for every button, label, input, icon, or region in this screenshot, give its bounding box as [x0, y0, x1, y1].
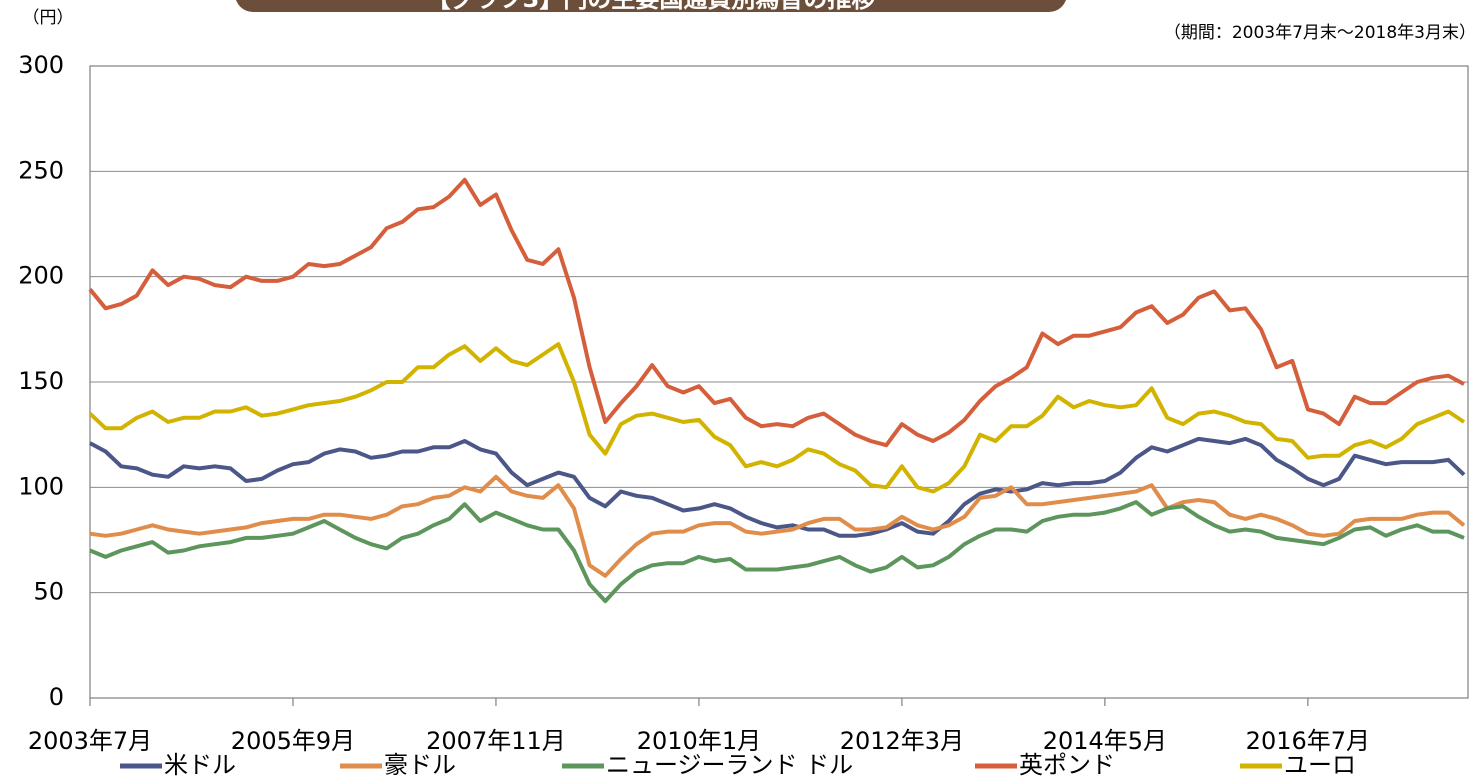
x-tick-label: 2005年9月: [231, 727, 355, 755]
y-tick-label: 50: [33, 578, 64, 606]
series-line: [89, 500, 1465, 604]
x-tick-label: 2010年1月: [637, 727, 761, 755]
title-banner: [236, 0, 1066, 12]
series-line: [88, 177, 1465, 448]
y-tick-label: 150: [18, 367, 64, 395]
x-tick-label: 2007年11月: [426, 727, 566, 755]
series-line: [89, 436, 1466, 538]
legend-label: ニュージーランド ドル: [606, 751, 853, 779]
y-tick-label: 300: [18, 51, 64, 79]
y-tick-label: 100: [18, 472, 64, 500]
series-line: [88, 342, 1466, 494]
x-tick-label: 2014年5月: [1043, 727, 1167, 755]
plot-frame: [89, 65, 1469, 699]
y-tick-label: 0: [49, 683, 64, 711]
axes: 0 50 100 150 200 250 300 2003年7月 2005年9月 2007年11月…: [18, 51, 1370, 755]
legend-label: 米ドル: [164, 751, 236, 779]
grid: [90, 65, 1468, 699]
series-line: [89, 474, 1466, 578]
y-tick-label: 250: [18, 156, 64, 184]
x-tick-label: 2012年3月: [840, 727, 964, 755]
y-axis-label: （円）: [23, 8, 74, 28]
chart-subtitle: （期間：2003年7月末～2018年3月末）: [1164, 23, 1476, 43]
x-tick-label: 2003年7月: [28, 727, 152, 755]
series-lines: [88, 177, 1466, 604]
legend-label: 英ポンド: [1019, 751, 1115, 779]
legend-label: ユーロ: [1284, 751, 1356, 779]
legend-label: 豪ドル: [384, 751, 456, 779]
y-tick-label: 200: [18, 262, 64, 290]
legend: 米ドル 豪ドル ニュージーランド ドル 英ポンド ユーロ: [120, 751, 1356, 779]
chart-title: 【グラフ3】円の主要国通貨別為替の推移: [427, 0, 876, 13]
x-tick-label: 2016年7月: [1246, 727, 1370, 755]
